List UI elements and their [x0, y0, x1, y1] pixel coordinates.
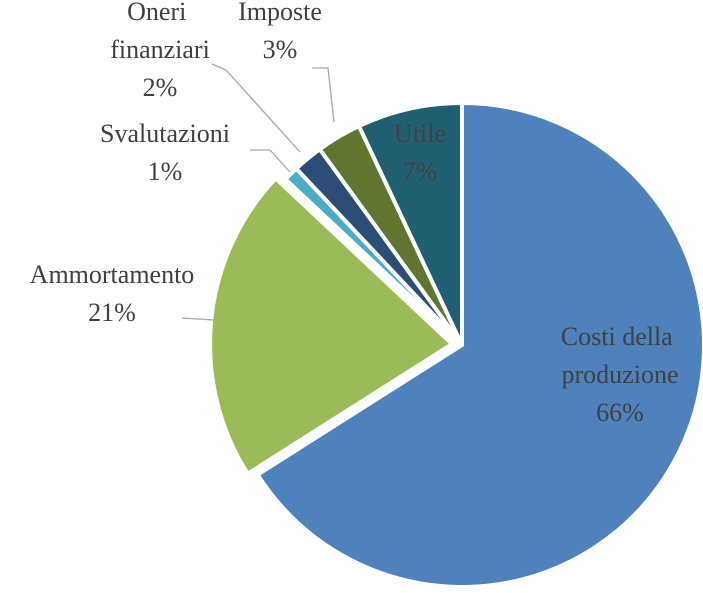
- leader-line: [312, 67, 335, 123]
- label-line: Utile: [394, 119, 446, 148]
- pie-slice: [208, 176, 455, 476]
- slice-value-label: 3%: [263, 35, 298, 64]
- pie-slice: [255, 101, 703, 589]
- slice-value-label: 1%: [148, 157, 183, 186]
- slice-label: Utile: [394, 119, 446, 148]
- label-line: Imposte: [238, 0, 322, 26]
- leader-line: [181, 317, 215, 321]
- leader-line: [250, 149, 291, 173]
- slice-value-label: 7%: [403, 157, 438, 186]
- slice-label: Costi della produzione: [561, 322, 679, 389]
- slice-label: Imposte: [238, 0, 322, 26]
- leader-line: [211, 63, 301, 153]
- label-line: Costi della: [561, 322, 679, 351]
- label-line: produzione: [562, 360, 679, 389]
- slice-value-label: 2%: [143, 73, 178, 102]
- slice-value-label: 66%: [596, 398, 644, 427]
- pie-slice: [356, 101, 464, 347]
- slice-label: Svalutazioni: [100, 119, 230, 148]
- label-line: Svalutazioni: [100, 119, 230, 148]
- slice-value-label: 21%: [88, 298, 136, 327]
- label-line: Oneri: [127, 0, 193, 26]
- slice-label: Ammortamento: [30, 260, 195, 289]
- label-line: Ammortamento: [30, 260, 195, 289]
- slice-label: Oneri finanziari: [110, 0, 210, 64]
- label-line: finanziari: [110, 35, 210, 64]
